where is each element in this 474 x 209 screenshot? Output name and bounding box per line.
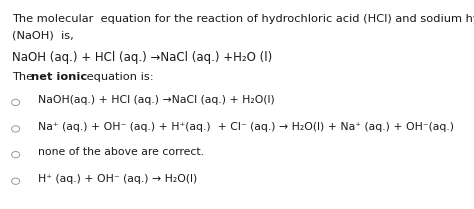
Text: H⁺ (aq.) + OH⁻ (aq.) → H₂O(l): H⁺ (aq.) + OH⁻ (aq.) → H₂O(l)	[38, 174, 197, 184]
Text: NaOH(aq.) + HCl (aq.) →NaCl (aq.) + H₂O(l): NaOH(aq.) + HCl (aq.) →NaCl (aq.) + H₂O(…	[38, 95, 274, 105]
Text: The: The	[12, 72, 36, 82]
Text: equation is:: equation is:	[83, 72, 154, 82]
Text: (NaOH)  is,: (NaOH) is,	[12, 30, 73, 40]
Text: net ionic: net ionic	[31, 72, 87, 82]
Text: NaOH (aq.) + HCl (aq.) →NaCl (aq.) +H₂O (l): NaOH (aq.) + HCl (aq.) →NaCl (aq.) +H₂O …	[12, 51, 272, 64]
Text: none of the above are correct.: none of the above are correct.	[38, 147, 204, 157]
Text: The molecular  equation for the reaction of hydrochloric acid (HCl) and sodium h: The molecular equation for the reaction …	[12, 14, 474, 24]
Text: Na⁺ (aq.) + OH⁻ (aq.) + H⁺(aq.)  + Cl⁻ (aq.) → H₂O(l) + Na⁺ (aq.) + OH⁻(aq.): Na⁺ (aq.) + OH⁻ (aq.) + H⁺(aq.) + Cl⁻ (a…	[38, 122, 454, 132]
